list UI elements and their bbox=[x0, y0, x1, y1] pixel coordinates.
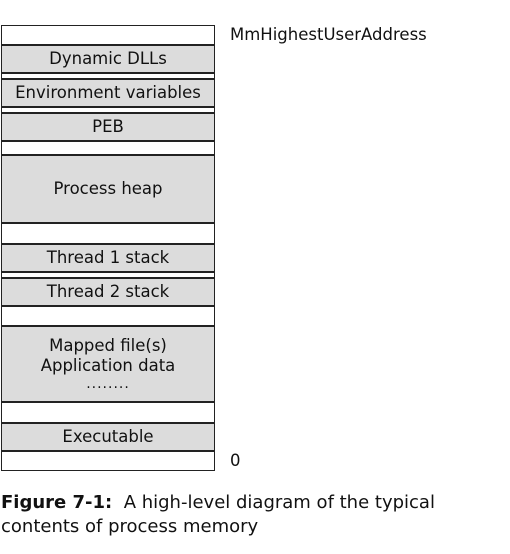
segment-environment-variables: Environment variables bbox=[1, 79, 215, 107]
segment-label: PEB bbox=[92, 117, 124, 136]
segment-label: Executable bbox=[62, 427, 154, 446]
segment-thread-2-stack: Thread 2 stack bbox=[1, 278, 215, 306]
segment-peb: PEB bbox=[1, 113, 215, 141]
bottom-address-label: 0 bbox=[230, 451, 241, 470]
segment-label: Thread 2 stack bbox=[46, 282, 170, 301]
memory-gap bbox=[1, 272, 215, 278]
segment-mapped-files: Mapped file(s) Application data ........ bbox=[1, 326, 215, 402]
memory-gap bbox=[1, 73, 215, 79]
memory-gap bbox=[1, 402, 215, 423]
segment-executable: Executable bbox=[1, 423, 215, 451]
ellipsis-dots: ........ bbox=[86, 376, 130, 392]
segment-thread-1-stack: Thread 1 stack bbox=[1, 244, 215, 272]
process-memory-diagram: Dynamic DLLs Environment variables PEB P… bbox=[1, 25, 427, 471]
figure-caption: Figure 7-1: A high-level diagram of the … bbox=[1, 491, 501, 539]
figure-caption-text: A high-level diagram of the typical cont… bbox=[1, 492, 435, 537]
segment-dynamic-dlls: Dynamic DLLs bbox=[1, 45, 215, 73]
segment-label-group: Mapped file(s) Application data ........ bbox=[41, 336, 176, 392]
top-address-label: MmHighestUserAddress bbox=[230, 25, 427, 44]
segment-label: Environment variables bbox=[15, 83, 201, 102]
memory-gap bbox=[1, 223, 215, 244]
figure-number: Figure 7-1: bbox=[1, 492, 113, 513]
memory-gap bbox=[1, 25, 215, 45]
segment-label: Mapped file(s) bbox=[49, 336, 167, 355]
memory-gap bbox=[1, 451, 215, 471]
segment-label: Application data bbox=[40, 356, 176, 375]
memory-gap bbox=[1, 107, 215, 113]
memory-gap bbox=[1, 141, 215, 155]
segment-label: Dynamic DLLs bbox=[49, 49, 167, 68]
segment-label: Process heap bbox=[53, 179, 163, 198]
memory-gap bbox=[1, 306, 215, 326]
segment-label: Thread 1 stack bbox=[46, 248, 170, 267]
segment-process-heap: Process heap bbox=[1, 155, 215, 223]
